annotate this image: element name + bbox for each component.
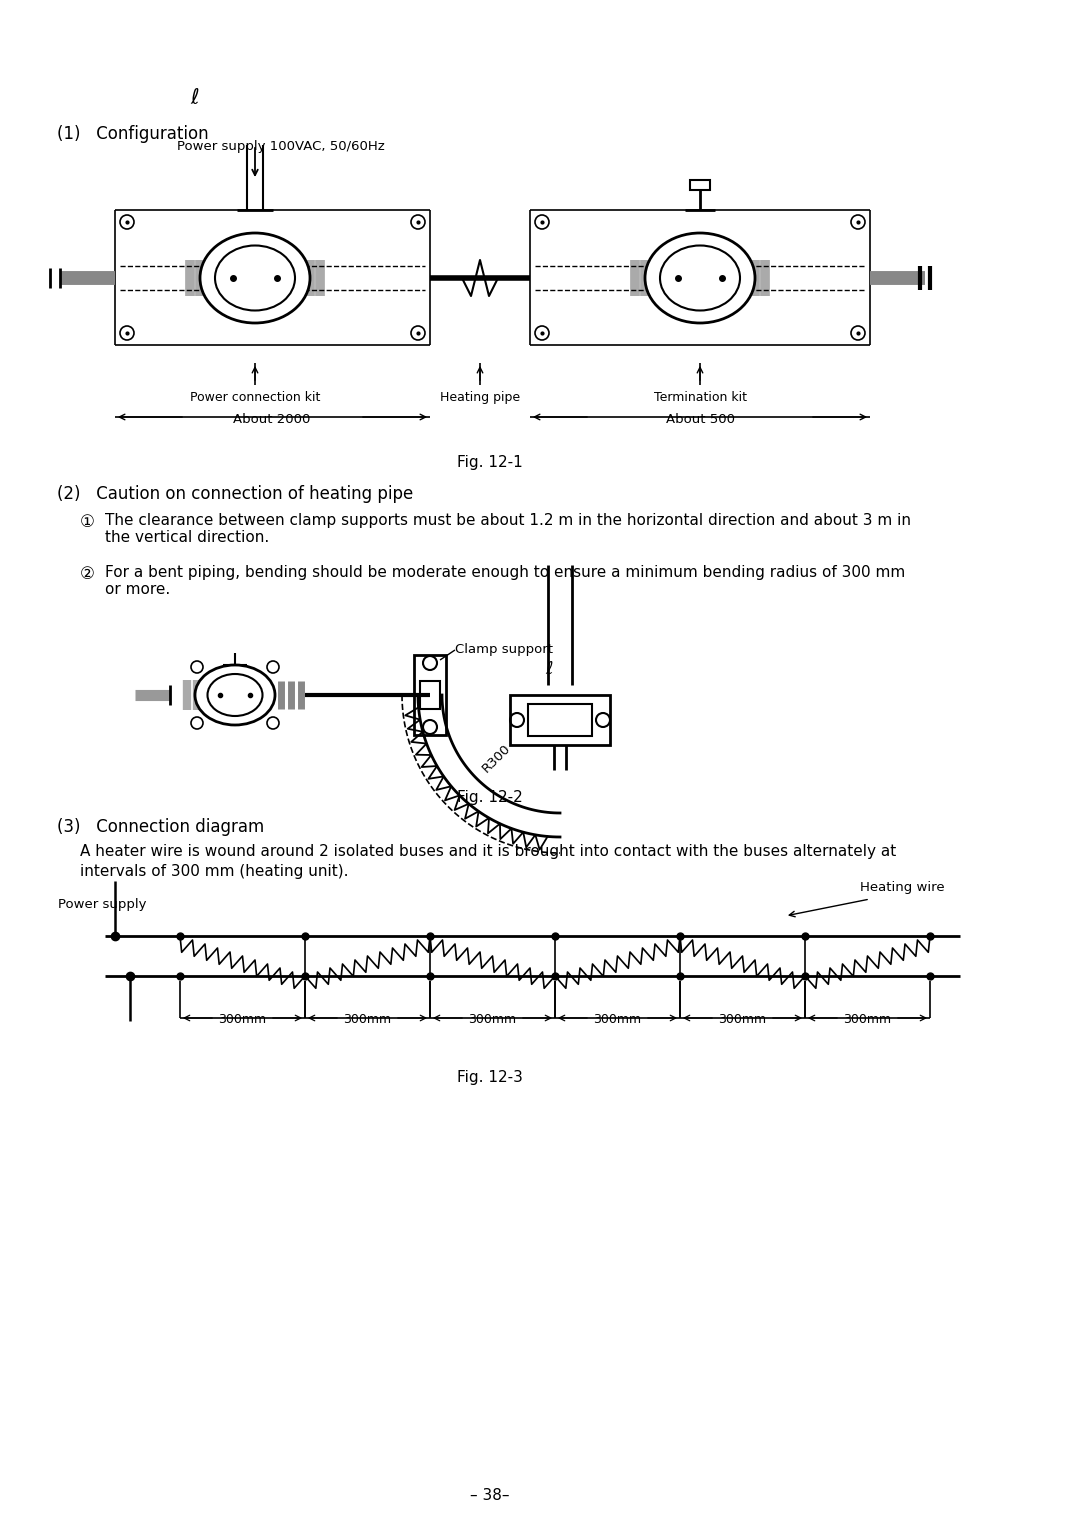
Text: Heating wire: Heating wire [860,882,945,894]
Ellipse shape [207,674,262,717]
Text: About 2000: About 2000 [233,413,311,426]
Text: (3)   Connection diagram: (3) Connection diagram [57,817,265,836]
Text: Power supply 100VAC, 50/60Hz: Power supply 100VAC, 50/60Hz [177,141,384,153]
Bar [414,656,446,735]
Ellipse shape [215,246,295,310]
Ellipse shape [660,246,740,310]
Text: R300: R300 [480,743,513,775]
Text: 300mm: 300mm [843,1013,892,1025]
Text: Clamp support: Clamp support [455,643,553,656]
Text: Power supply: Power supply [58,898,147,911]
Text: ①: ① [80,513,95,532]
Ellipse shape [645,232,755,322]
Ellipse shape [195,665,275,724]
Bar [510,695,610,746]
Text: 300mm: 300mm [218,1013,267,1025]
Text: ℓ: ℓ [190,89,199,108]
Text: (2)   Caution on connection of heating pipe: (2) Caution on connection of heating pip… [57,484,414,503]
Text: 300mm: 300mm [718,1013,767,1025]
Text: A heater wire is wound around 2 isolated buses and it is brought into contact wi: A heater wire is wound around 2 isolated… [80,843,896,859]
Text: Fig. 12-3: Fig. 12-3 [457,1070,523,1085]
Text: For a bent piping, bending should be moderate enough to ensure a minimum bending: For a bent piping, bending should be mod… [105,565,905,597]
Ellipse shape [200,232,310,322]
Text: – 38–: – 38– [470,1488,510,1504]
Text: Fig. 12-2: Fig. 12-2 [457,790,523,805]
Text: Power connection kit: Power connection kit [190,391,320,403]
Text: 300mm: 300mm [469,1013,516,1025]
Text: The clearance between clamp supports must be about 1.2 m in the horizontal direc: The clearance between clamp supports mus… [105,513,912,545]
Text: Termination kit: Termination kit [653,391,746,403]
Text: 300mm: 300mm [593,1013,642,1025]
Text: (1)   Configuration: (1) Configuration [57,125,208,144]
Text: 300mm: 300mm [343,1013,392,1025]
Text: ②: ② [80,565,95,584]
Text: intervals of 300 mm (heating unit).: intervals of 300 mm (heating unit). [80,863,349,879]
Text: Fig. 12-1: Fig. 12-1 [457,455,523,471]
Bar [690,180,710,189]
Bar [420,681,440,709]
Text: About 500: About 500 [665,413,734,426]
Bar [528,704,592,736]
Text: Heating pipe: Heating pipe [440,391,521,403]
Text: ℓ: ℓ [545,660,552,678]
